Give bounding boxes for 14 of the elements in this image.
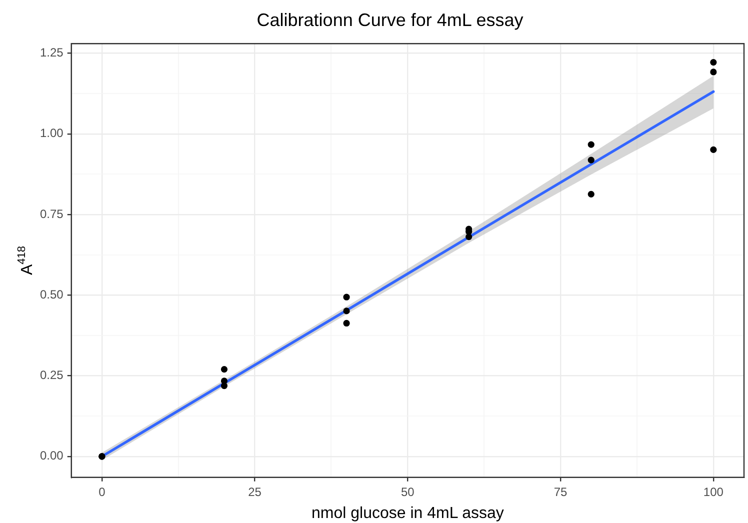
y-tick-label: 0.25 xyxy=(40,368,64,382)
x-tick-label: 50 xyxy=(401,484,415,499)
y-tick-label: 0.75 xyxy=(40,206,64,221)
y-tick-label: 0.50 xyxy=(40,287,64,302)
x-axis-title: nmol glucose in 4mL assay xyxy=(311,504,504,522)
y-tick-label: 1.25 xyxy=(40,46,64,60)
x-tick-label: 75 xyxy=(554,484,568,499)
y-axis-title: A418 xyxy=(16,246,36,276)
chart-title: Calibrationn Curve for 4mL essay xyxy=(256,10,524,30)
y-tick-label: 0.00 xyxy=(40,448,64,463)
x-tick-label: 0 xyxy=(98,484,106,499)
y-tick-label: 1.00 xyxy=(40,126,64,140)
x-tick-label: 25 xyxy=(248,484,262,499)
x-tick-label: 100 xyxy=(703,484,724,499)
